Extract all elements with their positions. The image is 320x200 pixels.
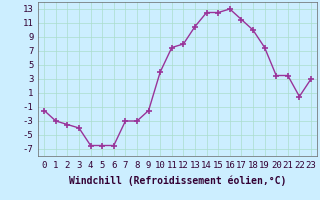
X-axis label: Windchill (Refroidissement éolien,°C): Windchill (Refroidissement éolien,°C): [69, 175, 286, 186]
